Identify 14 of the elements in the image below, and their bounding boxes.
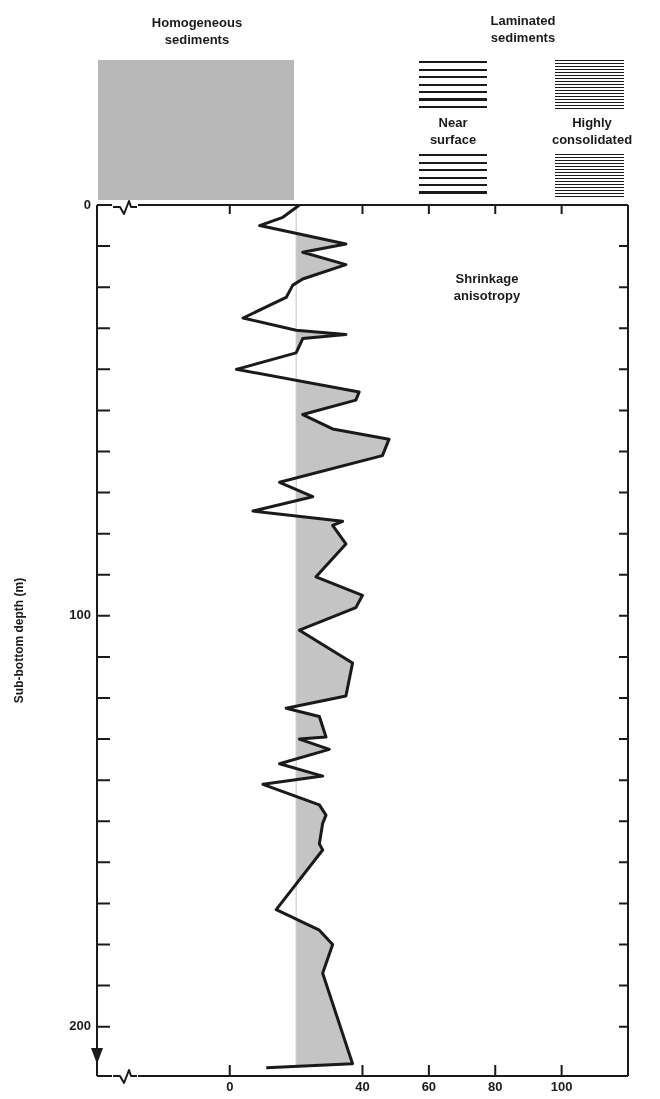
text: Highly consolidated xyxy=(550,114,634,148)
text: Homogeneous sediments xyxy=(150,14,244,48)
x-tick-label: 60 xyxy=(421,1079,437,1095)
y-tick-label: 0 xyxy=(83,196,91,212)
annotation: Shrinkage anisotropy xyxy=(452,270,522,304)
x-tick-label: 0 xyxy=(226,1079,234,1095)
y-axis-title: Sub-bottom depth (m) xyxy=(11,577,26,704)
y-tick-label: 200 xyxy=(69,1018,91,1034)
text: Near surface xyxy=(428,114,478,148)
x-tick-label: 40 xyxy=(355,1079,370,1095)
x-tick-label: 80 xyxy=(488,1079,503,1095)
x-tick-label: 100 xyxy=(550,1079,573,1095)
text: Laminated sediments xyxy=(489,12,557,46)
y-tick-label: 100 xyxy=(69,607,91,623)
